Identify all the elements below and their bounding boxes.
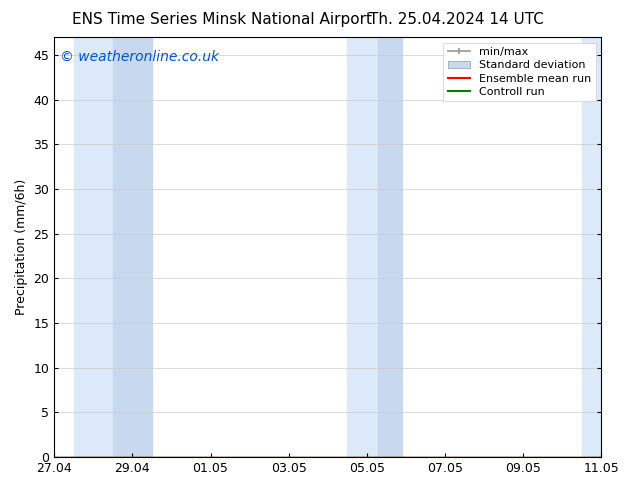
Text: Th. 25.04.2024 14 UTC: Th. 25.04.2024 14 UTC [369,12,544,27]
Y-axis label: Precipitation (mm/6h): Precipitation (mm/6h) [15,179,28,315]
Bar [347,37,378,457]
Legend: min/max, Standard deviation, Ensemble mean run, Controll run: min/max, Standard deviation, Ensemble me… [443,43,595,101]
Bar [113,37,152,457]
Text: © weatheronline.co.uk: © weatheronline.co.uk [60,49,219,64]
Bar [74,37,113,457]
Bar [581,37,601,457]
Text: ENS Time Series Minsk National Airport: ENS Time Series Minsk National Airport [72,12,372,27]
Bar [378,37,402,457]
